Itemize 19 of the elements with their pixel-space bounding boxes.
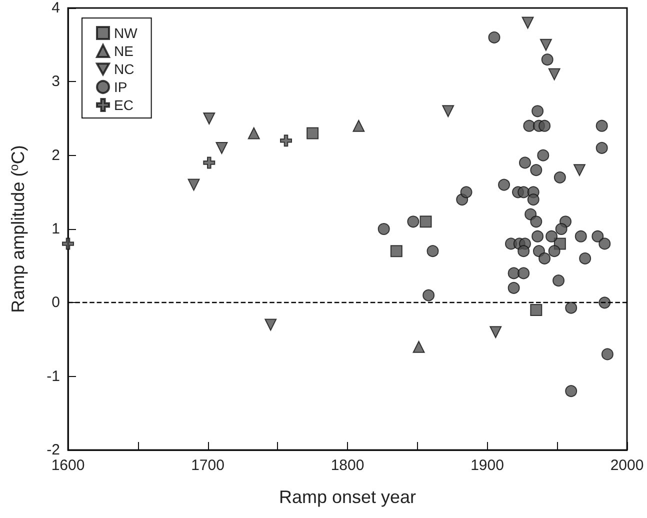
x-tick-label: 1800 bbox=[330, 457, 364, 474]
y-tick-label: 3 bbox=[52, 73, 60, 90]
y-tick-label: 4 bbox=[52, 0, 60, 16]
y-tick-label: 0 bbox=[52, 294, 60, 312]
legend-label: NC bbox=[114, 61, 134, 77]
y-tick-label: -2 bbox=[46, 442, 60, 458]
legend-label: NE bbox=[114, 43, 134, 59]
y-tick-label: -1 bbox=[46, 368, 60, 385]
legend-label: NW bbox=[114, 25, 138, 41]
y-axis-title: Ramp amplitude (oC) bbox=[7, 145, 28, 313]
x-tick-label: 2000 bbox=[610, 457, 644, 474]
x-tick-label: 1900 bbox=[470, 457, 504, 474]
x-tick-label: 1600 bbox=[51, 457, 85, 474]
legend-label: IP bbox=[114, 79, 128, 95]
x-tick-label: 1700 bbox=[191, 457, 224, 474]
legend-label: EC bbox=[114, 97, 134, 113]
x-axis-title: Ramp onset year bbox=[278, 487, 416, 507]
y-tick-label: 1 bbox=[52, 220, 60, 238]
y-tick-label: 2 bbox=[52, 146, 60, 164]
